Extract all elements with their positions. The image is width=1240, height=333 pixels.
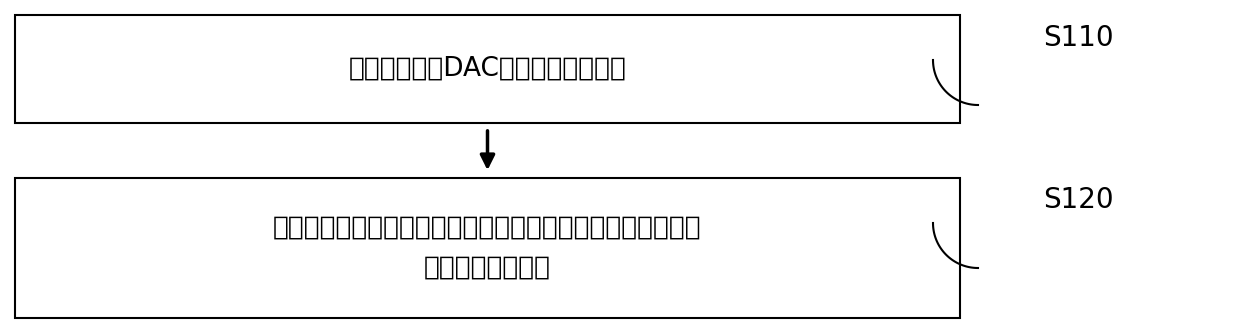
Bar: [15, 15, 960, 123]
Text: 将所述对应关系按照预设的比例进行缩放后绘表，获得光模块: 将所述对应关系按照预设的比例进行缩放后绘表，获得光模块: [273, 215, 702, 241]
Text: S120: S120: [1043, 186, 1114, 214]
Text: 的原始温度查找表: 的原始温度查找表: [424, 255, 551, 281]
Bar: [15, 178, 960, 318]
Text: 获得驱动电流DAC值与温度对应关系: 获得驱动电流DAC值与温度对应关系: [348, 56, 626, 82]
Text: S110: S110: [1043, 24, 1114, 52]
